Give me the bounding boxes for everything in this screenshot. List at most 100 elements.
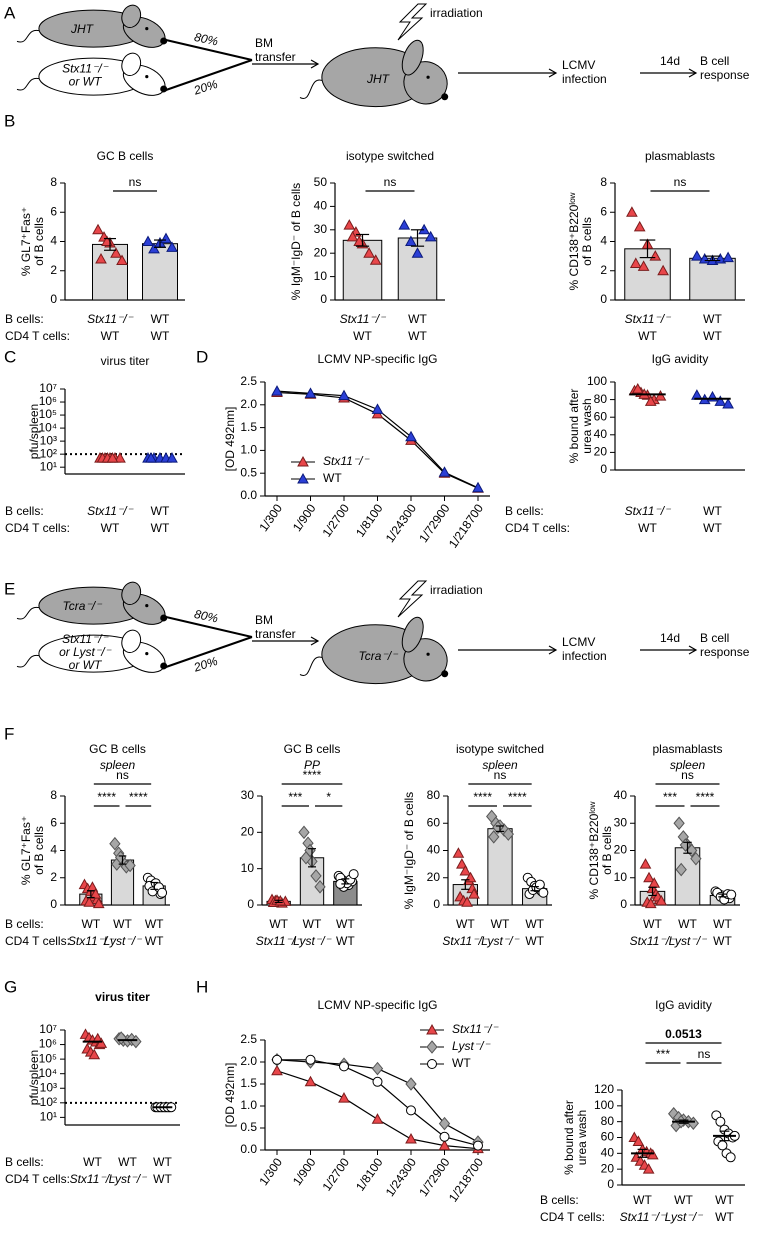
significance-label: 0.0513 [665,1027,702,1041]
chart-subtitle: spleen [100,758,136,772]
row-label: CD4 T cells: [5,1172,70,1186]
x-tick-label: WT [303,917,322,931]
y-tick-label: 20 [241,825,255,839]
y-axis-label: of B cells [32,217,46,266]
point [456,858,468,869]
x-tick-label: WT [408,312,427,326]
point [655,894,668,906]
point [632,1135,645,1146]
mouse-nose [160,37,168,45]
step-label: transfer [255,50,296,64]
x-tick-label: Lyst⁻/⁻ [109,1172,148,1186]
point [271,385,283,396]
point [148,242,160,254]
point [405,235,417,246]
bar [92,243,128,301]
mouse-nose [160,614,168,622]
y-tick-label: 2.5 [240,374,257,388]
point [438,1116,451,1131]
x-tick-label: 1/24300 [383,501,420,545]
legend-label: Stx11⁻/⁻ [452,1022,499,1036]
row-label: CD4 T cells: [505,521,570,535]
point [488,830,500,844]
significance-label: ns [129,175,142,189]
x-tick-label: Lyst⁻/⁻ [665,1210,704,1224]
x-tick-label: WT [703,504,722,518]
x-tick-label: WT [101,329,120,343]
panel-label: D [196,347,208,366]
chart-title: GC B cells [284,742,341,756]
y-tick-label: 6 [50,204,57,218]
y-tick-label: 100 [587,374,607,388]
point [338,1092,350,1103]
x-tick-label: WT [153,1172,172,1186]
row-label: B cells: [540,1193,579,1207]
y-tick-label: 8 [600,175,607,189]
y-tick-label: 8 [50,175,57,189]
x-tick-label: WT [713,917,732,931]
point [116,254,128,266]
lightning [397,580,428,618]
point [691,250,703,261]
point [353,235,366,246]
row-label: CD4 T cells: [5,934,70,948]
significance-label: * [326,790,331,804]
x-tick-label: 1/900 [290,501,319,534]
mouse-nose [160,85,168,93]
step-label: irradiation [430,6,483,20]
mouse-ear [401,616,424,653]
arrow-head [548,645,558,655]
point [438,466,451,477]
x-tick-label: WT [525,917,544,931]
row-label: B cells: [5,917,44,931]
point [89,888,102,899]
mouse-ear [401,39,424,76]
x-tick-label: 1/2700 [320,1155,353,1193]
y-tick-label: 10⁷ [39,381,57,395]
point [426,1040,438,1054]
significance-label: ns [681,768,694,782]
x-tick-label: WT [674,1193,693,1207]
y-tick-label: 40 [594,427,608,441]
y-tick-label: 2.5 [240,1032,257,1046]
point [673,816,685,831]
panel-label: E [4,579,15,598]
point [92,897,105,909]
mouse-ear [121,581,142,606]
point [304,387,317,398]
chart-title: virus titer [95,990,150,1004]
point [348,869,359,880]
arrow-head [548,68,558,78]
y-axis-label: % bound after [562,1100,576,1175]
x-tick-label: WT [153,1155,172,1169]
y-tick-label: 10⁴ [38,1066,57,1080]
mouse-eye [145,604,149,608]
point [114,452,126,463]
lightning [397,3,428,41]
y-tick-label: 1.0 [240,443,257,457]
significance-label: **** [129,790,148,804]
step-label: 14d [660,54,680,68]
y-tick-label: 60 [601,1130,615,1144]
point [110,247,122,258]
point [427,1059,437,1069]
panel-label: B [4,111,15,130]
x-tick-label: WT [336,917,355,931]
y-axis-label: % IgM⁻IgD⁻ of B cells [402,792,416,909]
y-tick-label: 4 [50,234,57,248]
x-tick-label: Stx11⁻/⁻ [625,312,672,326]
step-label: BM [255,36,273,50]
x-tick-label: 1/24300 [383,1155,420,1199]
y-tick-label: 60 [594,409,608,423]
point [92,223,104,235]
y-tick-label: 20 [594,445,608,459]
y-tick-label: 30 [614,815,628,829]
x-tick-label: Stx11⁻/⁻ [256,934,303,948]
point [95,253,107,264]
y-tick-label: 10⁷ [39,1022,57,1036]
significance-label: **** [696,790,715,804]
point [534,879,545,890]
significance-label: ns [674,175,687,189]
x-tick-label: 1/300 [256,1155,285,1188]
